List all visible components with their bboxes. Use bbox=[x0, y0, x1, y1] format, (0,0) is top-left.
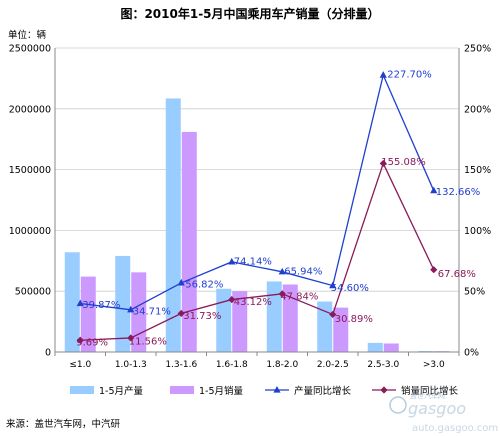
bar bbox=[181, 131, 197, 352]
source-note: 来源：盖世汽车网，中汽研 bbox=[6, 418, 121, 430]
x-axis-tick-label: ≤1.0 bbox=[69, 360, 91, 370]
right-axis-tick-label: 150% bbox=[464, 165, 491, 176]
bar-series bbox=[64, 98, 450, 353]
data-label: 54.60% bbox=[331, 283, 369, 294]
point bbox=[278, 290, 286, 298]
bar bbox=[317, 301, 333, 352]
axes: 0 500000 1000000 1500000 2000000 2500000 0% 50%… bbox=[9, 44, 491, 371]
data-label: 30.89% bbox=[335, 314, 373, 325]
watermark-logo: 盖世汽车网 gasgoo auto.gasgoo.com bbox=[389, 391, 498, 434]
data-label: 155.08% bbox=[381, 157, 426, 168]
data-label: 65.94% bbox=[284, 266, 322, 277]
point bbox=[379, 159, 387, 168]
data-labels: 39.87% 34.71% 56.82% 74.14% 65.94% 54.60% 227.… bbox=[76, 70, 480, 349]
x-axis-tick-label: 1.3-1.6 bbox=[165, 360, 197, 370]
watermark-cn-text: 盖世汽车网 bbox=[410, 391, 445, 400]
data-label: 67.68% bbox=[438, 269, 476, 280]
data-label: 74.14% bbox=[234, 256, 272, 267]
left-axis-tick-label: 1500000 bbox=[9, 165, 51, 176]
data-label: 47.84% bbox=[280, 291, 318, 302]
point bbox=[430, 186, 438, 194]
data-label: 31.73% bbox=[183, 311, 221, 322]
point bbox=[228, 257, 236, 265]
point bbox=[278, 267, 286, 275]
left-axis-tick-label: 0 bbox=[45, 348, 51, 359]
point bbox=[329, 310, 337, 319]
data-label: 11.56% bbox=[129, 336, 167, 347]
point bbox=[76, 336, 84, 344]
right-axis-tick-label: 250% bbox=[464, 44, 491, 55]
bar bbox=[216, 288, 232, 352]
x-axis-tick-label: 1.0-1.3 bbox=[115, 360, 147, 370]
right-axis-tick-label: 100% bbox=[464, 226, 491, 237]
bar bbox=[333, 307, 349, 352]
bar bbox=[80, 276, 96, 352]
left-axis-tick-label: 2500000 bbox=[9, 44, 51, 55]
line-series bbox=[76, 71, 438, 344]
bar bbox=[383, 343, 399, 352]
data-label: 39.87% bbox=[82, 300, 120, 311]
data-label: 132.66% bbox=[436, 187, 481, 198]
series-line bbox=[80, 161, 435, 341]
x-axis-tick-label: 2.5-3.0 bbox=[367, 360, 399, 370]
x-axis-tick-label: 1.8-2.0 bbox=[266, 360, 298, 370]
bar bbox=[232, 291, 248, 352]
bar bbox=[282, 284, 298, 352]
watermark-globe-icon bbox=[389, 396, 407, 414]
watermark-url: auto.gasgoo.com bbox=[412, 423, 498, 434]
data-label: 43.12% bbox=[234, 297, 272, 308]
legend-swatch bbox=[70, 386, 94, 394]
gridlines bbox=[55, 47, 459, 292]
data-label: 56.82% bbox=[185, 279, 223, 290]
legend-label: 1-5月产量 bbox=[99, 385, 144, 397]
bar bbox=[115, 255, 131, 352]
x-axis-tick-label: >3.0 bbox=[423, 360, 445, 370]
right-axis-tick-label: 0% bbox=[464, 348, 479, 359]
right-axis-tick-label: 50% bbox=[464, 287, 485, 298]
point bbox=[76, 299, 84, 307]
legend-label: 销量同比增长 bbox=[401, 385, 459, 397]
point bbox=[127, 334, 135, 342]
point bbox=[127, 305, 135, 313]
point bbox=[228, 295, 236, 304]
bar bbox=[266, 281, 282, 352]
x-axis-tick-label: 2.0-2.5 bbox=[317, 360, 349, 370]
legend-label: 产量同比增长 bbox=[294, 385, 352, 397]
legend-label: 1-5月销量 bbox=[199, 385, 244, 397]
point bbox=[177, 309, 185, 318]
legend: 1-5月产量 1-5月销量 产量同比增长 销量同比增长 bbox=[70, 385, 459, 397]
legend-marker bbox=[380, 386, 388, 394]
point bbox=[177, 278, 185, 286]
left-axis-unit-label: 单位：辆 bbox=[8, 29, 47, 41]
x-axis-tick-label: 1.6-1.8 bbox=[216, 360, 248, 370]
data-label: 34.71% bbox=[133, 306, 171, 317]
legend-swatch bbox=[170, 386, 194, 394]
bar bbox=[367, 342, 383, 352]
left-axis-tick-label: 2000000 bbox=[9, 104, 51, 115]
point bbox=[430, 266, 438, 274]
legend-marker bbox=[273, 386, 281, 393]
series-line bbox=[80, 73, 435, 311]
watermark-brand: gasgoo bbox=[408, 399, 466, 418]
right-axis-tick-label: 200% bbox=[464, 104, 491, 115]
chart-title: 图：2010年1-5月中国乘用车产销量（分排量） bbox=[120, 6, 379, 21]
point bbox=[329, 281, 337, 289]
left-axis-tick-label: 1000000 bbox=[9, 226, 51, 237]
point bbox=[379, 71, 387, 78]
data-label: 227.70% bbox=[387, 70, 432, 81]
left-axis-tick-label: 500000 bbox=[15, 287, 51, 298]
bar bbox=[64, 252, 80, 352]
data-label: 9.69% bbox=[76, 338, 108, 349]
